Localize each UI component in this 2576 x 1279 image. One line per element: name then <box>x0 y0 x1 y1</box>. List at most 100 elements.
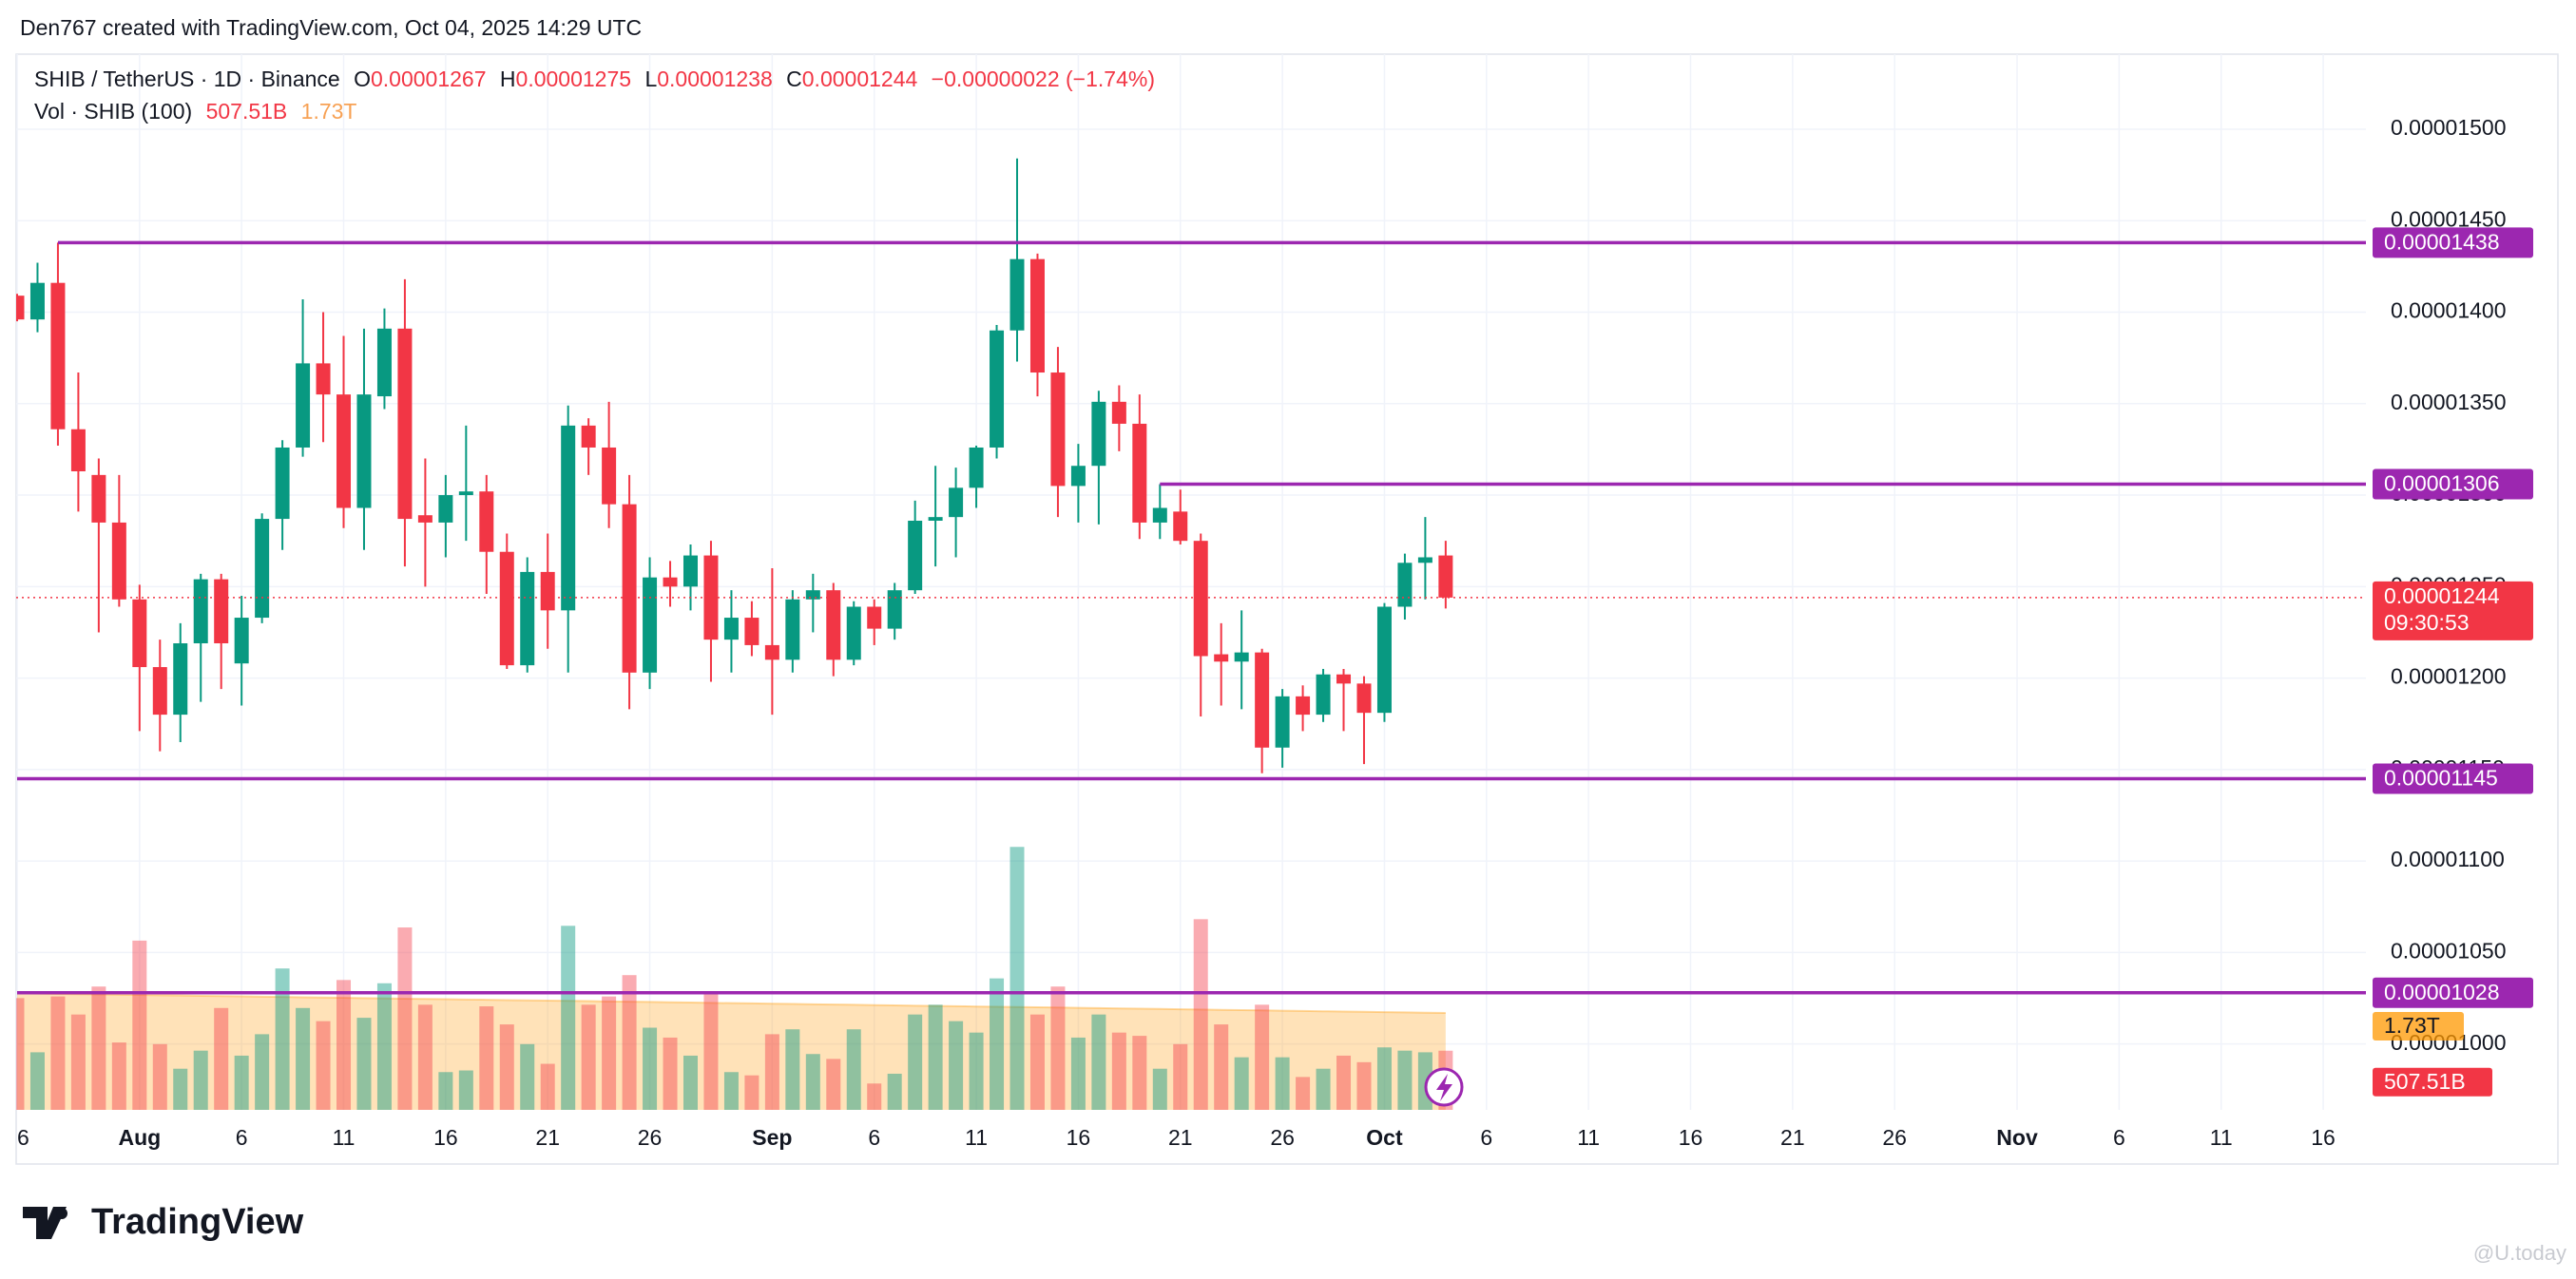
x-tick-label: 26 <box>638 1125 663 1150</box>
chart-frame <box>15 53 2559 1165</box>
logo <box>23 1207 67 1239</box>
candle-body <box>16 296 25 320</box>
volume-bar <box>602 996 617 1110</box>
x-tick-label: 21 <box>1168 1125 1193 1150</box>
volume-bar <box>29 1052 45 1110</box>
volume-tag-label: 507.51B <box>2384 1069 2466 1094</box>
volume-bar <box>1132 1036 1147 1110</box>
volume-value: 507.51B <box>206 99 288 124</box>
price-tag-label: 0.00001306 <box>2384 471 2500 496</box>
volume-bar <box>438 1072 453 1110</box>
replay-icon[interactable] <box>1424 1067 1464 1107</box>
x-tick-label: Sep <box>752 1125 792 1150</box>
candle-body <box>1070 466 1086 487</box>
price-tag <box>2373 977 2533 1008</box>
candle-body <box>91 474 106 523</box>
candle-body <box>1193 541 1208 657</box>
candle-body <box>234 618 249 664</box>
candle-body <box>703 555 719 640</box>
volume-bar <box>397 927 413 1110</box>
candle-body <box>1214 654 1229 662</box>
candle-body <box>1234 652 1249 662</box>
volume-bar <box>826 1059 841 1110</box>
volume-bar <box>255 1034 270 1110</box>
candle-body <box>356 394 372 508</box>
x-tick-label: 16 <box>433 1125 458 1150</box>
volume-bar <box>805 1054 820 1110</box>
volume-ma-line <box>16 992 1446 1014</box>
logo-dot <box>56 1208 67 1219</box>
candle-body <box>520 571 535 666</box>
candle-body <box>764 644 779 660</box>
volume-bar <box>1009 847 1025 1110</box>
volume-bar <box>928 1004 943 1110</box>
price-tag <box>2373 468 2533 500</box>
change-percent: (−1.74%) <box>1066 67 1155 91</box>
candle-body <box>499 551 514 666</box>
candle-body <box>540 571 555 611</box>
y-tick-label: 0.00001500 <box>2391 115 2507 140</box>
x-tick-label: 6 <box>868 1125 880 1150</box>
candle-body <box>949 487 964 518</box>
candle-body <box>1111 401 1126 424</box>
high-value: 0.00001275 <box>516 67 632 91</box>
volume-bar <box>1173 1043 1188 1110</box>
candle-body <box>1091 401 1106 467</box>
volume-bar <box>520 1043 535 1110</box>
candle-body <box>1336 674 1352 684</box>
volume-bar <box>132 940 147 1110</box>
x-tick-label: Nov <box>1996 1125 2038 1150</box>
volume-bar <box>1397 1050 1413 1110</box>
y-tick-label: 0.00001050 <box>2391 938 2507 963</box>
volume-bar <box>152 1043 167 1110</box>
legend-label: L <box>644 67 657 91</box>
volume-tag <box>2373 1067 2492 1097</box>
candle-body <box>1438 555 1453 598</box>
x-tick-label: Aug <box>118 1125 161 1150</box>
volume-bar <box>1376 1047 1392 1110</box>
symbol-title: SHIB / TetherUS · 1D · Binance <box>34 67 340 91</box>
legend-label: O <box>354 67 371 91</box>
candle-body <box>417 515 433 523</box>
y-tick-label: 0.00001100 <box>2391 847 2505 871</box>
volume-bar <box>867 1083 882 1110</box>
x-tick-label: 6 <box>1480 1125 1492 1150</box>
y-tick-label: 0.00001400 <box>2391 298 2507 323</box>
candle-body <box>723 618 739 640</box>
candle-body <box>1132 423 1147 523</box>
volume-ma-value: 1.73T <box>301 99 357 124</box>
price-tags: 0.00001438 0.00001306 0.00001145 0.00001028… <box>2373 227 2533 1097</box>
candle-body <box>1417 557 1432 563</box>
candle-body <box>990 330 1005 448</box>
volume-bar <box>990 978 1005 1110</box>
x-tick-label: 21 <box>535 1125 560 1150</box>
candle-body <box>29 282 45 320</box>
x-tick-label: 26 <box>5 1125 29 1150</box>
volume-bar <box>1111 1032 1126 1110</box>
volume-bar <box>1029 1014 1045 1110</box>
candle-body <box>152 667 167 716</box>
volume-bar <box>50 996 66 1110</box>
y-tick-label: 0.00001450 <box>2391 206 2507 231</box>
candle-body <box>581 425 596 448</box>
volume-bar <box>1316 1068 1331 1110</box>
volume-bar <box>682 1055 698 1110</box>
volume-bar <box>949 1021 964 1110</box>
volume-bar <box>785 1029 800 1110</box>
volume-bar <box>499 1024 514 1110</box>
volume-bar <box>316 1021 331 1110</box>
candle-body <box>1152 507 1167 523</box>
volume-bar <box>1234 1057 1249 1110</box>
candle-body <box>663 577 678 587</box>
candle-body <box>602 447 617 505</box>
candle-body <box>132 599 147 668</box>
price-tag-label: 0.00001145 <box>2384 766 2498 791</box>
volume-bar <box>581 1004 596 1110</box>
volume-bar <box>1296 1077 1311 1110</box>
candle-body <box>70 429 86 472</box>
candle-body <box>397 328 413 520</box>
volume-bar <box>275 968 290 1110</box>
volume-bar <box>1356 1061 1372 1110</box>
x-tick-label: 16 <box>1679 1125 1703 1150</box>
